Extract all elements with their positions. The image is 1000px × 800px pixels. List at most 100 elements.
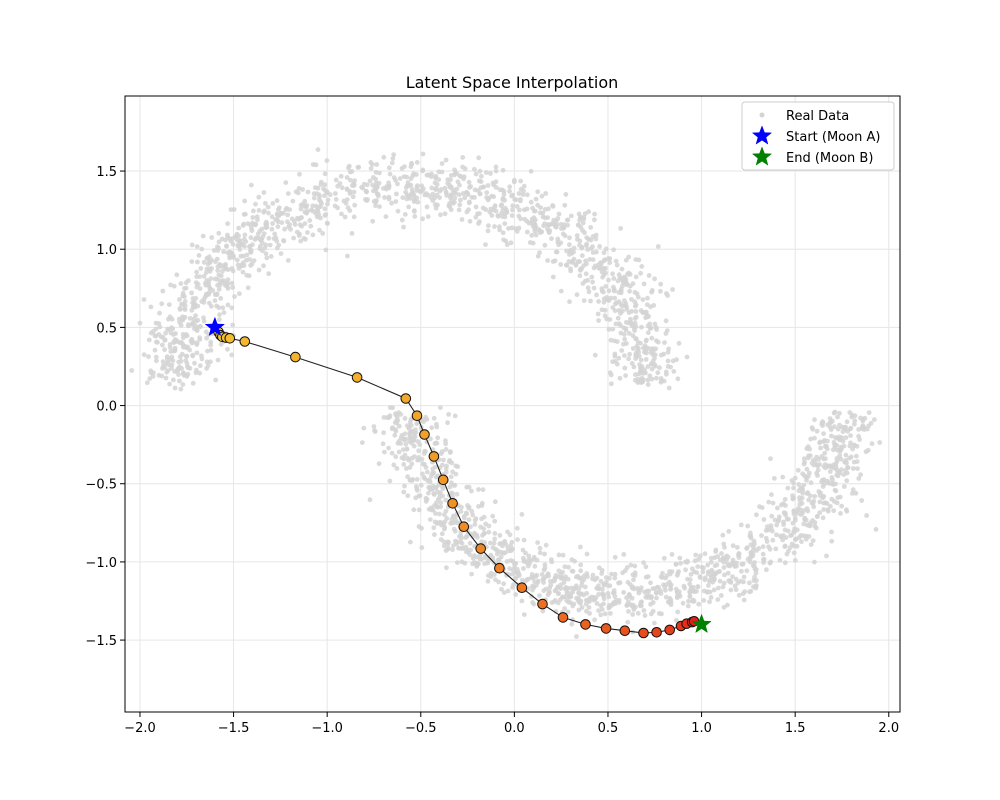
real-data-point [818,490,823,496]
real-data-point [265,204,271,210]
real-data-point [253,201,258,207]
real-data-point [618,330,624,336]
real-data-point [599,607,605,612]
real-data-point [408,423,414,428]
real-data-point [179,366,185,371]
real-data-point [659,378,665,383]
real-data-point [817,510,823,515]
real-data-point [697,574,703,580]
real-data-point [769,513,775,519]
real-data-point [586,237,592,242]
interpolation-point [651,627,662,638]
real-data-point [812,435,817,441]
real-data-point [856,476,862,481]
real-data-point [188,338,194,344]
real-data-point [625,272,630,277]
real-data-point [518,197,523,202]
real-data-point [270,201,276,206]
real-data-point [404,196,410,202]
real-data-point [596,299,601,304]
real-data-point [384,186,389,192]
real-data-point [417,188,423,194]
real-data-point [430,470,436,476]
real-data-point [512,564,517,570]
interpolation-point [411,410,423,422]
real-data-point [433,511,438,516]
real-data-point [817,499,823,505]
real-data-point [174,272,180,278]
real-data-point [814,428,820,434]
real-data-point [435,520,441,525]
real-data-point [176,359,182,365]
real-data-point [160,288,166,294]
real-data-point [844,508,850,514]
real-data-point [453,190,458,196]
real-data-point [568,591,574,596]
real-data-point [395,208,401,214]
real-data-point [432,202,438,208]
real-data-point [655,339,661,345]
real-data-point [264,255,270,261]
real-data-point [594,249,599,255]
real-data-point [500,214,505,219]
real-data-point [346,163,352,169]
real-data-point [436,177,442,183]
real-data-point [725,602,730,608]
real-data-point [606,603,612,608]
real-data-point [782,527,788,533]
real-data-point [493,208,499,214]
real-data-point [256,235,261,241]
real-data-point [189,242,195,248]
interpolation-point [494,562,505,574]
real-data-point [626,609,631,614]
real-data-point [745,523,751,529]
real-data-point [616,321,622,327]
real-data-point [563,574,568,579]
real-data-point [415,488,420,493]
legend-start-label: Start (Moon A) [786,130,880,145]
real-data-point [401,456,407,462]
real-data-point [532,208,538,214]
real-data-point [177,297,182,302]
real-data-point [612,571,618,577]
real-data-point [507,532,513,538]
real-data-point [676,340,682,346]
real-data-point [440,486,446,491]
real-data-point [483,170,489,175]
real-data-point [744,568,750,574]
real-data-point [387,413,393,419]
real-data-point [472,166,477,172]
real-data-point [610,326,616,332]
real-data-point [633,309,639,314]
real-data-point [730,574,735,579]
real-data-point [472,522,478,527]
real-data-point [456,192,462,198]
real-data-point [215,357,221,363]
real-data-point [452,167,457,173]
real-data-point [189,290,195,296]
real-data-point [829,433,834,439]
real-data-point [770,500,776,506]
real-data-point [768,559,774,565]
real-data-point [454,186,460,192]
real-data-point [402,164,407,170]
real-data-point [251,258,257,263]
real-data-point [274,198,280,204]
real-data-point [387,171,393,177]
real-data-point [479,539,485,545]
real-data-point [630,333,636,339]
real-data-point [467,218,473,224]
real-data-point [467,540,473,546]
real-data-point [632,377,638,383]
real-data-point [635,294,641,300]
real-data-point [792,529,797,535]
real-data-point [227,236,233,242]
real-data-point [443,548,449,553]
real-data-point [485,228,491,234]
real-data-point [812,523,818,529]
real-data-point [632,563,638,569]
real-data-point [300,187,305,192]
real-data-point [558,222,564,227]
real-data-point [398,412,404,417]
real-data-point [197,370,203,376]
